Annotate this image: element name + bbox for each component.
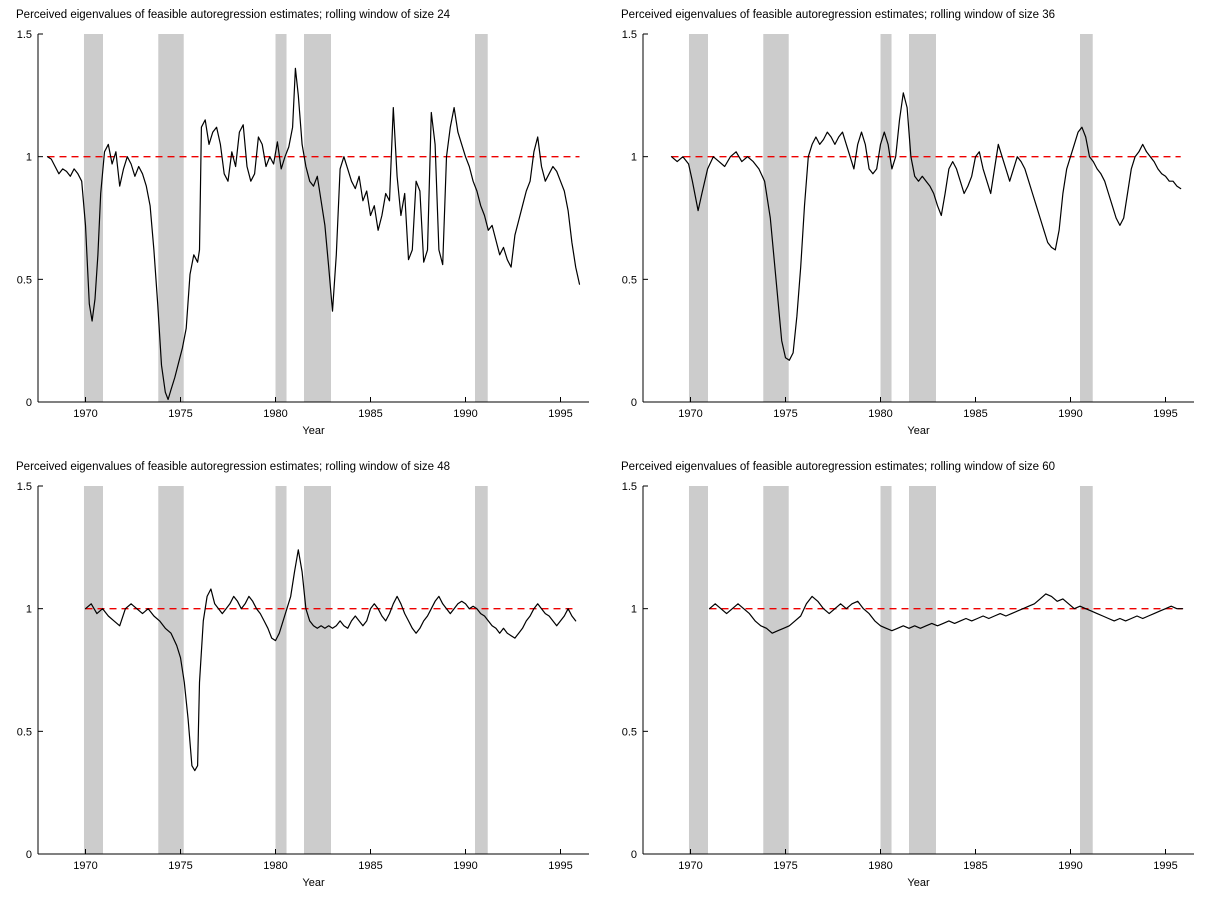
svg-text:Year: Year bbox=[302, 877, 325, 889]
svg-text:1980: 1980 bbox=[868, 860, 892, 872]
chart-canvas-window-36: 1970 1975 1980 1985 1990 1995 0 0.5 1 1.5 Year bbox=[622, 29, 1194, 437]
chart-panel-window-24: Perceived eigenvalues of feasible autore… bbox=[0, 0, 605, 452]
chart-panel-window-48: Perceived eigenvalues of feasible autore… bbox=[0, 452, 605, 904]
svg-text:1985: 1985 bbox=[358, 408, 382, 420]
svg-text:1: 1 bbox=[631, 604, 637, 616]
svg-text:1975: 1975 bbox=[773, 408, 797, 420]
svg-text:0.5: 0.5 bbox=[17, 726, 32, 738]
svg-text:0: 0 bbox=[631, 397, 637, 409]
chart-panel-window-36: Perceived eigenvalues of feasible autore… bbox=[605, 0, 1210, 452]
svg-text:1.5: 1.5 bbox=[17, 29, 32, 41]
chart-canvas-window-60: 1970 1975 1980 1985 1990 1995 0 0.5 1 1.5 Year bbox=[622, 481, 1194, 889]
svg-text:1995: 1995 bbox=[1153, 408, 1177, 420]
svg-text:1975: 1975 bbox=[773, 860, 797, 872]
svg-text:1.5: 1.5 bbox=[622, 481, 637, 493]
svg-text:1975: 1975 bbox=[168, 408, 192, 420]
svg-text:1990: 1990 bbox=[453, 860, 477, 872]
svg-text:1990: 1990 bbox=[1058, 408, 1082, 420]
svg-text:1985: 1985 bbox=[358, 860, 382, 872]
svg-text:1985: 1985 bbox=[963, 860, 987, 872]
svg-text:1.5: 1.5 bbox=[622, 29, 637, 41]
svg-text:0: 0 bbox=[631, 849, 637, 861]
svg-text:1990: 1990 bbox=[453, 408, 477, 420]
chart-title: Perceived eigenvalues of feasible autore… bbox=[16, 461, 451, 473]
svg-text:1: 1 bbox=[631, 152, 637, 164]
svg-text:Year: Year bbox=[907, 877, 930, 889]
svg-text:1980: 1980 bbox=[263, 860, 287, 872]
svg-text:1970: 1970 bbox=[73, 860, 97, 872]
svg-text:1980: 1980 bbox=[868, 408, 892, 420]
svg-text:1.5: 1.5 bbox=[17, 481, 32, 493]
svg-text:1: 1 bbox=[26, 152, 32, 164]
chart-title: Perceived eigenvalues of feasible autore… bbox=[621, 461, 1056, 473]
svg-text:1980: 1980 bbox=[263, 408, 287, 420]
svg-text:1990: 1990 bbox=[1058, 860, 1082, 872]
svg-text:Year: Year bbox=[302, 425, 325, 437]
chart-canvas-window-48: 1970 1975 1980 1985 1990 1995 0 0.5 1 1.5 Year bbox=[17, 481, 589, 889]
chart-panel-window-60: Perceived eigenvalues of feasible autore… bbox=[605, 452, 1210, 904]
svg-text:0.5: 0.5 bbox=[17, 274, 32, 286]
svg-text:0: 0 bbox=[26, 397, 32, 409]
svg-text:1995: 1995 bbox=[1153, 860, 1177, 872]
svg-text:1970: 1970 bbox=[678, 860, 702, 872]
chart-canvas-window-24: 1970 1975 1980 1985 1990 1995 0 0.5 1 1.5 Year bbox=[17, 29, 589, 437]
svg-text:1995: 1995 bbox=[548, 860, 572, 872]
svg-text:1: 1 bbox=[26, 604, 32, 616]
svg-text:0.5: 0.5 bbox=[622, 726, 637, 738]
svg-text:0.5: 0.5 bbox=[622, 274, 637, 286]
chart-title: Perceived eigenvalues of feasible autore… bbox=[16, 9, 451, 21]
svg-text:Year: Year bbox=[907, 425, 930, 437]
svg-text:1975: 1975 bbox=[168, 860, 192, 872]
chart-title: Perceived eigenvalues of feasible autore… bbox=[621, 9, 1056, 21]
svg-text:1970: 1970 bbox=[73, 408, 97, 420]
svg-text:1985: 1985 bbox=[963, 408, 987, 420]
svg-text:1970: 1970 bbox=[678, 408, 702, 420]
svg-text:1995: 1995 bbox=[548, 408, 572, 420]
svg-text:0: 0 bbox=[26, 849, 32, 861]
